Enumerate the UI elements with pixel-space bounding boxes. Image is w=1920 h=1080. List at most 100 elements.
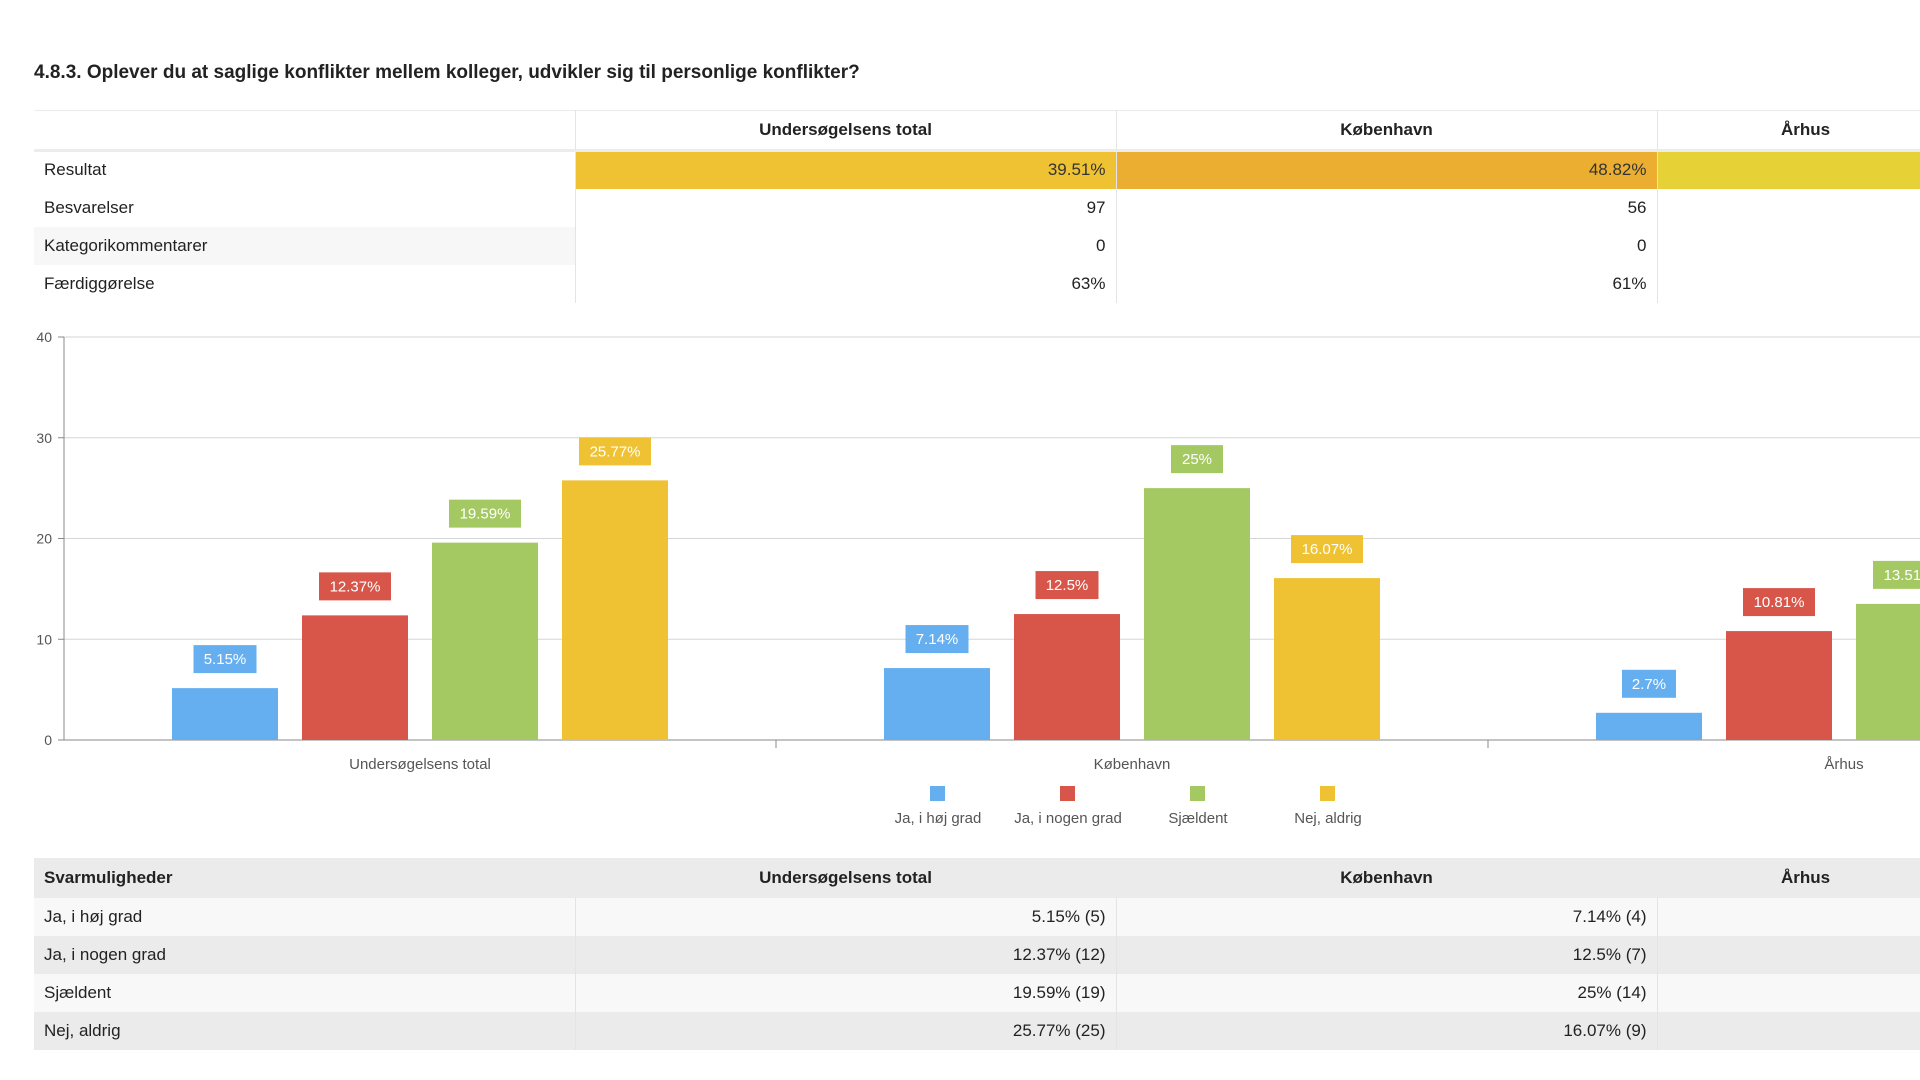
distribution-cell <box>1657 974 1920 1012</box>
legend-label: Ja, i høj grad <box>895 810 982 827</box>
summary-cell: 63% <box>575 264 1117 303</box>
y-tick-label: 40 <box>36 329 52 345</box>
summary-row-besvarelser: Besvarelser 97 56 <box>34 188 1920 227</box>
legend-swatch <box>1320 786 1335 801</box>
y-tick-label: 30 <box>36 430 52 446</box>
y-tick-label: 20 <box>36 531 52 547</box>
bar <box>1274 578 1380 740</box>
bar <box>1014 614 1120 740</box>
data-label-box <box>1291 535 1363 564</box>
summary-row-kategorikommentarer: Kategorikommentarer 0 0 <box>34 226 1920 265</box>
legend-label: Ja, i nogen grad <box>1014 810 1122 827</box>
bar <box>432 542 538 740</box>
legend-swatch <box>1190 786 1205 801</box>
distribution-header-total: Undersøgelsens total <box>575 858 1116 898</box>
summary-cell: 97 <box>575 188 1117 227</box>
distribution-header-kobenhavn: København <box>1116 858 1657 898</box>
data-label-box <box>319 572 391 601</box>
summary-header-total: Undersøgelsens total <box>575 110 1117 152</box>
summary-header-row: Undersøgelsens total København Århus <box>34 110 1920 152</box>
x-tick-label: København <box>1094 756 1171 773</box>
distribution-cell: 25.77% (25) <box>575 1012 1117 1050</box>
bar <box>1726 631 1832 740</box>
summary-cell: 0 <box>575 226 1117 265</box>
bar <box>1596 712 1702 740</box>
data-label-box <box>1622 669 1676 698</box>
data-label-box <box>579 437 651 466</box>
data-label-box <box>193 645 257 674</box>
data-label: 7.14% <box>916 631 959 648</box>
data-label: 12.5% <box>1046 577 1089 594</box>
distribution-cell <box>1657 1012 1920 1050</box>
bar <box>1856 603 1920 740</box>
summary-cell: 61% <box>1116 264 1658 303</box>
summary-row-faerdiggorelse: Færdiggørelse 63% 61% <box>34 264 1920 303</box>
bar <box>884 668 990 740</box>
legend-swatch <box>930 786 945 801</box>
distribution-table: Svarmuligheder Undersøgelsens total Købe… <box>34 858 1920 1050</box>
summary-header-empty <box>34 110 576 152</box>
data-label: 19.59% <box>460 506 511 523</box>
summary-row-label: Besvarelser <box>34 188 576 227</box>
legend-label: Nej, aldrig <box>1294 810 1362 827</box>
distribution-row-label: Sjældent <box>34 974 576 1012</box>
bar <box>302 615 408 740</box>
distribution-cell: 16.07% (9) <box>1116 1012 1658 1050</box>
question-title: 4.8.3. Oplever du at saglige konflikter … <box>34 62 860 83</box>
data-label-box <box>449 499 521 528</box>
data-label-box <box>905 625 969 654</box>
data-label-box <box>1743 588 1815 617</box>
result-cell-arhus <box>1657 150 1920 189</box>
data-label: 2.7% <box>1632 676 1666 693</box>
data-label: 5.15% <box>204 651 247 668</box>
summary-cell <box>1657 264 1920 303</box>
bar-chart: 0 10 20 30 40 Undersøgelsens total København År… <box>36 329 1920 827</box>
x-tick-label: Undersøgelsens total <box>349 756 491 773</box>
summary-cell <box>1657 226 1920 265</box>
summary-row-label: Kategorikommentarer <box>34 226 576 265</box>
distribution-cell: 7.14% (4) <box>1116 898 1658 936</box>
distribution-cell <box>1657 898 1920 936</box>
distribution-cell: 25% (14) <box>1116 974 1658 1012</box>
summary-row-resultat: Resultat 39.51% 48.82% <box>34 150 1920 189</box>
distribution-cell: 12.37% (12) <box>575 936 1117 974</box>
data-label: 25.77% <box>590 443 641 460</box>
bar <box>562 480 668 740</box>
data-label: 10.81% <box>1754 594 1805 611</box>
summary-row-label: Resultat <box>34 150 576 189</box>
data-label: 13.51% <box>1884 567 1920 584</box>
x-tick-label: Århus <box>1824 756 1863 773</box>
distribution-row-label: Ja, i nogen grad <box>34 936 576 974</box>
legend-label: Sjældent <box>1168 810 1228 827</box>
bar <box>1144 488 1250 740</box>
distribution-row-label: Nej, aldrig <box>34 1012 576 1050</box>
table-row: Nej, aldrig 25.77% (25) 16.07% (9) <box>34 1012 1920 1050</box>
table-row: Ja, i høj grad 5.15% (5) 7.14% (4) <box>34 898 1920 936</box>
result-cell-kobenhavn: 48.82% <box>1116 150 1658 189</box>
summary-cell: 0 <box>1116 226 1658 265</box>
distribution-cell: 5.15% (5) <box>575 898 1117 936</box>
distribution-header-row: Svarmuligheder Undersøgelsens total Købe… <box>34 858 1920 898</box>
bar <box>172 688 278 740</box>
summary-row-label: Færdiggørelse <box>34 264 576 303</box>
distribution-cell <box>1657 936 1920 974</box>
result-cell-total: 39.51% <box>575 150 1117 189</box>
data-label: 12.37% <box>330 578 381 595</box>
summary-table: Undersøgelsens total København Århus Res… <box>34 110 1920 303</box>
data-label-box <box>1873 560 1920 589</box>
summary-cell: 56 <box>1116 188 1658 227</box>
table-row: Ja, i nogen grad 12.37% (12) 12.5% (7) <box>34 936 1920 974</box>
data-label: 16.07% <box>1302 541 1353 558</box>
summary-cell <box>1657 188 1920 227</box>
table-row: Sjældent 19.59% (19) 25% (14) <box>34 974 1920 1012</box>
y-tick-label: 0 <box>44 732 52 748</box>
legend-swatch <box>1060 786 1075 801</box>
distribution-cell: 12.5% (7) <box>1116 936 1658 974</box>
y-tick-label: 10 <box>36 631 52 647</box>
summary-header-kobenhavn: København <box>1116 110 1658 152</box>
distribution-cell: 19.59% (19) <box>575 974 1117 1012</box>
data-label-box <box>1035 571 1099 600</box>
summary-header-arhus: Århus <box>1657 110 1920 152</box>
distribution-row-label: Ja, i høj grad <box>34 898 576 936</box>
data-label: 25% <box>1182 451 1212 468</box>
